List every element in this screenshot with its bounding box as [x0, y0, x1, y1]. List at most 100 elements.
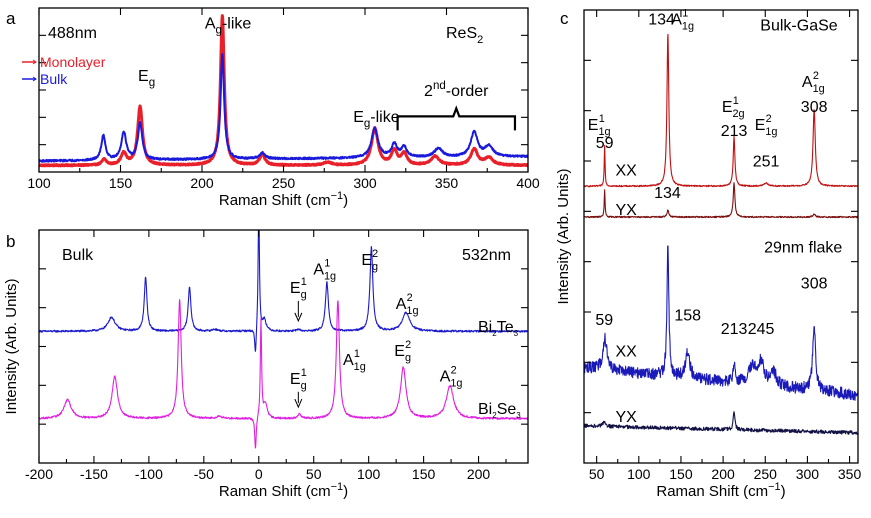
- mode-suffix: -order: [446, 83, 489, 100]
- peak-value-label: 59: [595, 312, 613, 329]
- panel-letter: b: [6, 232, 15, 251]
- mode-superscript: 1: [354, 348, 360, 360]
- mode-superscript: 1: [682, 7, 688, 19]
- panel-letter: c: [560, 9, 569, 28]
- polarization-label: XX: [615, 344, 637, 361]
- x-tick-label: -150: [80, 466, 108, 482]
- x-tick-label: 300: [796, 466, 820, 482]
- x-tick-label: 0: [255, 466, 263, 482]
- mode-symbol: E: [722, 99, 733, 116]
- mode-symbol: A: [396, 296, 407, 313]
- series-label: Bi2Te3: [478, 319, 519, 338]
- x-tick-label: 250: [754, 466, 778, 482]
- series-label-sub: 3: [514, 329, 519, 338]
- mode-subscript: g: [301, 289, 307, 301]
- mode-symbol: A: [440, 368, 451, 385]
- peak-mode-label: A1g2: [396, 292, 419, 317]
- peak-mode-label: Eg-like: [353, 109, 400, 130]
- peak-value-label: 213: [721, 123, 748, 140]
- x-tick-label: 350: [435, 175, 459, 191]
- mode-suffix: -like: [222, 16, 251, 33]
- mode-symbol: A: [671, 11, 682, 28]
- arrow-head: [294, 312, 303, 323]
- mode-subscript: 1g: [450, 377, 462, 389]
- panel-b: -200 -150 -100 -50 0 50 100 150 200 Raman Shift (…: [3, 229, 529, 500]
- x-axis-label: Raman Shift (cm−1): [219, 481, 348, 500]
- mode-symbol: E: [353, 109, 364, 126]
- series-label-mid: Se: [497, 401, 517, 418]
- mode-symbol: 2: [424, 83, 433, 100]
- legend-swatch-tip: [32, 76, 37, 82]
- section-label: Bulk-GaSe: [760, 17, 837, 34]
- peak-value-label: 245: [748, 321, 775, 338]
- peak-value-label: 251: [753, 153, 780, 170]
- mode-symbol: A: [313, 261, 324, 278]
- x-tick-label: 200: [190, 175, 214, 191]
- x-tick-label: 200: [711, 466, 735, 482]
- x-tick-label: 250: [272, 175, 296, 191]
- series-line-bi2se3: [39, 298, 528, 449]
- mode-subscript: g: [405, 352, 411, 364]
- mode-subscript: 1g: [354, 361, 366, 373]
- series-line-flake-yx: [584, 411, 858, 435]
- x-tick-label: 150: [412, 466, 436, 482]
- peak-value-label: 59: [596, 135, 614, 152]
- plot-frame: [583, 9, 859, 464]
- x-tick-label: 50: [589, 466, 605, 482]
- mode-subscript: 1g: [324, 270, 336, 282]
- x-tick-label: 50: [306, 466, 322, 482]
- polarization-label: XX: [615, 162, 637, 179]
- mode-symbol: A: [802, 74, 813, 91]
- peak-mode-label: Eg: [138, 68, 155, 89]
- second-order-bracket: [396, 105, 517, 131]
- peak-mode-label: A1g2: [440, 364, 463, 389]
- mode-superscript: 2: [813, 70, 819, 82]
- panel-letter: a: [6, 9, 16, 28]
- x-tick-label: 350: [838, 466, 862, 482]
- peak-mode-label: 2nd-order: [424, 80, 489, 100]
- peak-mode-label: Eg2: [361, 248, 378, 273]
- mode-symbol: E: [588, 117, 599, 134]
- mode-symbol: A: [343, 352, 354, 369]
- mode-superscript: 1: [599, 113, 605, 125]
- polarization-label: YX: [615, 202, 637, 219]
- peak-mode-label: E1g1: [588, 113, 611, 138]
- x-tick-label: 200: [467, 466, 491, 482]
- x-axis-label: Raman Shift (cm−1): [656, 481, 785, 500]
- mode-superscript: nd: [433, 80, 446, 92]
- x-axis-label-close: ): [781, 483, 786, 500]
- x-tick-label: 100: [27, 175, 51, 191]
- series-line-bulk-xx: [584, 33, 858, 188]
- mode-subscript: 1g: [406, 305, 418, 317]
- sample-label: Bulk: [62, 247, 94, 264]
- mode-superscript: 2: [766, 113, 772, 125]
- x-axis-label-close: ): [343, 483, 348, 500]
- series-line-bulk-yx: [584, 182, 858, 219]
- x-axis-label-close: ): [343, 192, 348, 209]
- peak-mode-label: E1g2: [755, 113, 778, 138]
- series-label-main: Bi: [478, 319, 492, 336]
- peak-mode-label: Eg1: [290, 367, 307, 392]
- series-label-sub: 2: [492, 329, 497, 338]
- mode-subscript: 1g: [682, 20, 694, 32]
- series-line-bulk: [39, 53, 528, 163]
- mode-symbol: E: [138, 68, 149, 85]
- peak-value-label: 308: [801, 276, 828, 293]
- excitation-label: 488nm: [48, 25, 97, 42]
- mode-superscript: 2: [451, 364, 457, 376]
- series-line-bi2te3: [39, 230, 528, 352]
- mode-symbol: E: [290, 371, 301, 388]
- series-label-sub: 3: [516, 411, 521, 420]
- mode-superscript: 2: [407, 292, 413, 304]
- x-axis-label-text: Raman Shift (cm: [219, 483, 331, 500]
- plot-area: [584, 33, 858, 435]
- panel-c: 50 100 150 200 250 300 350 Raman Shift (cm−1) In…: [555, 7, 861, 500]
- mode-subscript: g: [301, 380, 307, 392]
- x-tick-label: -50: [194, 466, 214, 482]
- series-label: Bi2Se3: [478, 401, 521, 420]
- y-axis-label: Intensity (Arb. Units): [555, 169, 572, 305]
- mode-subscript: g: [372, 261, 378, 273]
- x-tick-label: 150: [669, 466, 693, 482]
